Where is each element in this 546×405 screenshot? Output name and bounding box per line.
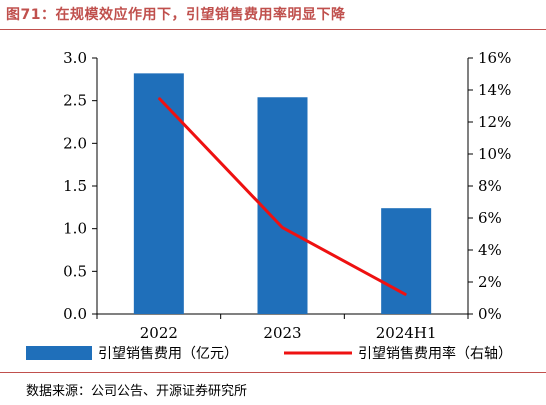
- bar: [381, 208, 432, 314]
- right-axis-tick-label: 14%: [478, 81, 511, 99]
- left-axis-tick-label: 3.0: [63, 49, 87, 67]
- right-axis-tick-label: 10%: [478, 145, 511, 163]
- left-axis-tick-label: 0.0: [63, 305, 87, 323]
- line-point: [158, 97, 160, 99]
- chart-title: 图71：在规模效应作用下，引望销售费用率明显下降: [6, 7, 346, 23]
- right-axis-tick-label: 6%: [478, 209, 502, 227]
- bar-series: [133, 73, 432, 315]
- left-axis-tick-label: 2.5: [63, 92, 87, 110]
- x-axis: 2022 2023 2024H1: [96, 313, 469, 342]
- legend-bar-label: 引望销售费用（亿元）: [98, 346, 238, 362]
- left-axis-tick-label: 0.5: [63, 262, 87, 280]
- right-axis-tick-label: 2%: [478, 273, 502, 291]
- x-axis-tick-label: 2023: [263, 324, 301, 342]
- right-axis-tick-label: 4%: [478, 241, 502, 259]
- source-divider: [0, 372, 546, 373]
- x-axis-tick-label: 2024H1: [376, 324, 437, 342]
- right-axis-tick-label: 0%: [478, 305, 502, 323]
- right-y-axis: 0% 2% 4% 6% 8% 10% 12% 14% 16%: [467, 49, 511, 323]
- legend-line-label: 引望销售费用率（右轴）: [358, 345, 512, 362]
- legend-bar-swatch: [26, 346, 92, 360]
- legend: 引望销售费用（亿元） 引望销售费用率（右轴）: [26, 345, 512, 362]
- left-y-axis: 0.0 0.5 1.0 1.5 2.0 2.5 3.0: [63, 49, 98, 323]
- line-point: [405, 294, 407, 296]
- line-series: [157, 96, 407, 297]
- left-axis-tick-label: 1.5: [63, 177, 87, 195]
- source-note: 数据来源：公司公告、开源证券研究所: [26, 384, 248, 399]
- right-axis-tick-label: 12%: [478, 113, 511, 131]
- line-point: [282, 227, 283, 229]
- bar: [257, 97, 308, 315]
- right-axis-tick-label: 16%: [478, 49, 511, 67]
- left-axis-tick-label: 1.0: [63, 220, 87, 238]
- title-divider: [0, 29, 546, 30]
- x-axis-tick-label: 2022: [140, 324, 178, 342]
- left-axis-tick-label: 2.0: [63, 134, 87, 152]
- right-axis-tick-label: 8%: [478, 177, 502, 195]
- bar: [133, 73, 184, 314]
